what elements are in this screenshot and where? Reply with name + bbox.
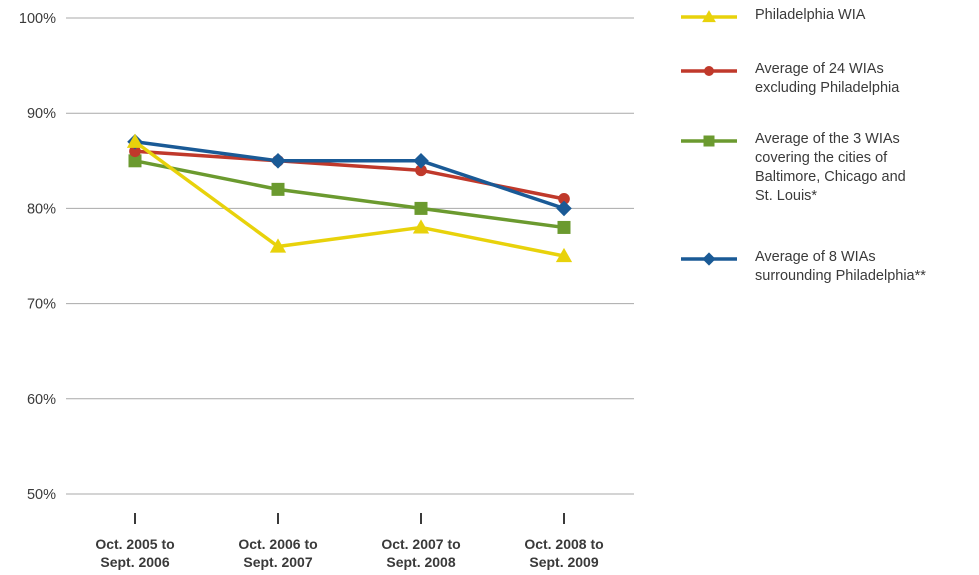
series-line-8-wias — [133, 140, 566, 211]
data-point-3-wias-2 — [414, 201, 428, 215]
x-tick-label-1: Oct. 2006 to Sept. 2007 — [238, 536, 317, 570]
y-tick-label-80: 80% — [27, 201, 56, 217]
legend-marker-24-wias — [704, 66, 714, 76]
series-line-philadelphia — [133, 140, 566, 258]
data-point-3-wias-3 — [557, 220, 571, 234]
data-point-philadelphia-1 — [269, 238, 287, 253]
legend-swatch-3-wias — [681, 135, 737, 147]
data-point-philadelphia-0 — [126, 133, 144, 148]
legend-label-philadelphia: Philadelphia WIA — [755, 7, 866, 23]
x-tick-label-0: Oct. 2005 to Sept. 2006 — [95, 536, 174, 570]
legend-label-24-wias: Average of 24 WIAs excluding Philadelphi… — [755, 61, 900, 96]
legend-label-8-wias: Average of 8 WIAs surrounding Philadelph… — [755, 249, 926, 284]
data-point-24-wias-3 — [558, 193, 570, 205]
data-point-3-wias-1 — [271, 182, 285, 196]
data-point-philadelphia-3 — [555, 247, 573, 263]
legend-marker-philadelphia — [702, 10, 716, 23]
legend-label-3-wias: Average of the 3 WIAs covering the citie… — [755, 131, 906, 204]
data-point-24-wias-0 — [129, 145, 141, 158]
legend-marker-8-wias — [702, 252, 716, 266]
x-tick-label-3: Oct. 2008 to Sept. 2009 — [524, 536, 603, 570]
data-point-8-wias-3 — [556, 200, 572, 217]
y-tick-label-70: 70% — [27, 297, 56, 313]
data-point-24-wias-2 — [415, 164, 427, 177]
legend-swatch-24-wias — [681, 66, 737, 76]
series-line-3-wias — [133, 159, 566, 230]
x-tick-label-2: Oct. 2007 to Sept. 2008 — [381, 536, 460, 570]
y-tick-label-100: 100% — [19, 11, 56, 27]
legend-swatch-8-wias — [681, 252, 737, 266]
legend-swatch-philadelphia — [681, 10, 737, 23]
legend-marker-3-wias — [703, 135, 715, 147]
y-tick-label-60: 60% — [27, 392, 56, 408]
data-point-philadelphia-2 — [412, 219, 430, 234]
y-tick-label-50: 50% — [27, 487, 56, 503]
data-point-8-wias-2 — [413, 153, 429, 169]
y-tick-label-90: 90% — [27, 106, 56, 122]
data-point-3-wias-0 — [128, 154, 142, 168]
data-point-8-wias-1 — [270, 153, 286, 169]
